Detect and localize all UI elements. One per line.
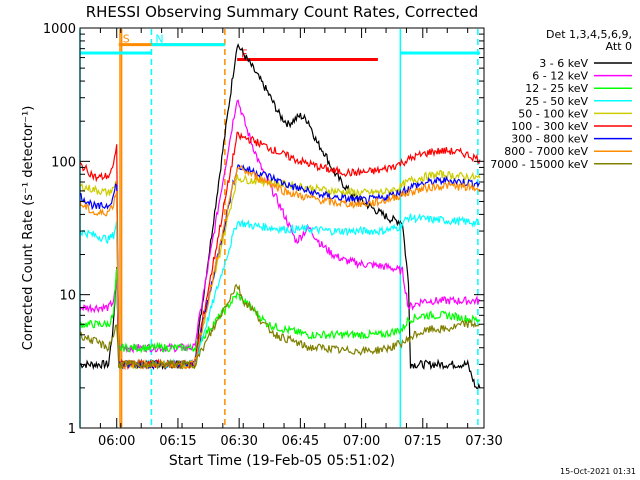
legend-label: 7000 - 15000 keV	[490, 158, 588, 171]
x-tick-label: 06:15	[159, 434, 196, 449]
legend-label: 100 - 300 keV	[511, 120, 588, 133]
series-line-2	[79, 268, 481, 354]
x-tick-label: 06:30	[220, 434, 257, 449]
legend-label: 3 - 6 keV	[539, 57, 588, 70]
legend-label: 800 - 7000 keV	[504, 145, 588, 158]
legend-label: 300 - 800 keV	[511, 133, 588, 146]
x-tick-label: 07:00	[343, 434, 380, 449]
y-axis-label: Corrected Count Rate (s⁻¹ detector⁻¹)	[21, 106, 36, 351]
chart-title: RHESSI Observing Summary Count Rates, Co…	[86, 3, 479, 21]
x-tick-label: 07:30	[465, 434, 502, 449]
series-lines	[79, 42, 481, 390]
y-axis: 1 10 100 1000	[43, 22, 484, 437]
x-tick-label: 06:45	[282, 434, 319, 449]
status-bar-label: N	[155, 33, 163, 46]
x-tick-label: 06:00	[98, 434, 135, 449]
series-line-8	[79, 283, 481, 370]
legend-header-line2: Att 0	[606, 40, 632, 53]
footer-timestamp: 15-Oct-2021 01:31	[560, 467, 636, 476]
y-tick-label: 100	[51, 155, 76, 170]
legend-label: 6 - 12 keV	[532, 70, 588, 83]
legend-label: 50 - 100 keV	[518, 107, 588, 120]
legend-header-line1: Det 1,3,4,5,6,9,	[546, 28, 632, 41]
x-tick-label: 07:15	[404, 434, 441, 449]
legend-label: 25 - 50 keV	[525, 95, 588, 108]
legend-label: 12 - 25 keV	[525, 82, 588, 95]
x-axis-label: Start Time (19-Feb-05 05:51:02)	[169, 453, 395, 469]
y-tick-label: 10	[59, 289, 76, 304]
plot-frame	[79, 27, 485, 429]
status-bar-label: S	[123, 33, 130, 46]
x-axis: 06:00 06:15 06:30 06:45 07:00 07:15 07:30	[79, 28, 503, 449]
plot-area: S NF	[79, 29, 481, 427]
y-tick-label: 1000	[43, 22, 76, 37]
y-tick-label: 1	[68, 422, 76, 437]
